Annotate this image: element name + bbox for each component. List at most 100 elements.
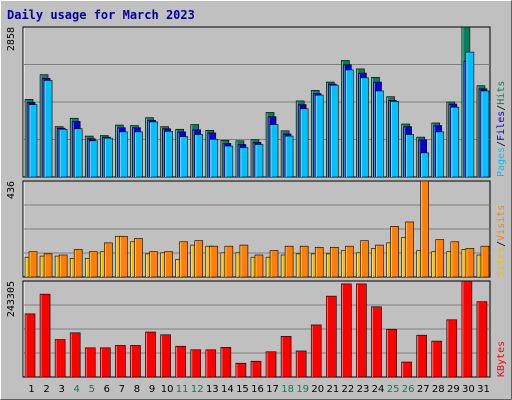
- bar-kbytes-day-20-fill: [310, 324, 322, 378]
- bar-kbytes-day-23: [356, 283, 367, 378]
- bar-kbytes-day-2-fill: [39, 293, 51, 378]
- x-tick-label: 29: [447, 384, 460, 395]
- bar-visits-day-20: [314, 246, 324, 278]
- bar-pages-day-27: [420, 152, 429, 178]
- bar-kbytes-day-17: [265, 351, 277, 378]
- bar-pages-day-30-fill: [465, 51, 475, 178]
- bar-pages-day-11: [179, 136, 188, 178]
- bar-visits-day-21: [329, 246, 339, 278]
- bar-kbytes-day-4-fill: [69, 332, 81, 378]
- bar-kbytes-day-7-fill: [115, 345, 126, 378]
- bar-pages-day-29: [450, 106, 460, 178]
- bar-kbytes-day-26-fill: [401, 361, 412, 378]
- x-tick-label: 31: [477, 384, 490, 395]
- bar-visits-day-18-fill: [284, 245, 294, 278]
- x-tick-label: 7: [119, 384, 125, 395]
- panel-kbytes: 243305 KBytes: [6, 280, 507, 378]
- bar-pages-day-4-fill: [73, 128, 83, 178]
- x-tick-label: 24: [372, 384, 385, 395]
- bar-pages-day-4: [73, 128, 83, 178]
- bar-visits-day-31: [480, 245, 490, 278]
- bar-visits-day-5: [88, 251, 98, 278]
- bar-pages-day-22: [345, 69, 354, 178]
- bar-visits-day-1-fill: [28, 251, 38, 278]
- x-tick-label: 23: [357, 384, 370, 395]
- bar-pages-day-31: [480, 90, 490, 178]
- bar-kbytes-day-16-fill: [250, 360, 262, 378]
- x-tick-label: 28: [432, 384, 445, 395]
- bar-visits-day-15-fill: [239, 244, 249, 278]
- bar-visits-day-16: [254, 254, 264, 278]
- x-tick-label: 9: [149, 384, 155, 395]
- bar-kbytes-day-2: [39, 293, 51, 378]
- legend-item: KBytes: [496, 341, 507, 377]
- bar-pages-day-15: [239, 147, 249, 178]
- x-tick-label: 17: [266, 384, 279, 395]
- bar-pages-day-6: [104, 137, 113, 178]
- bar-kbytes-day-12: [190, 349, 202, 378]
- bar-kbytes-day-5-fill: [84, 347, 96, 378]
- bar-pages-day-24: [375, 90, 384, 178]
- bar-visits-day-22: [345, 245, 354, 278]
- bar-pages-day-28: [435, 131, 445, 178]
- bar-pages-day-9: [149, 121, 158, 178]
- bar-kbytes-day-5: [84, 347, 96, 378]
- bar-kbytes-day-26: [401, 361, 412, 378]
- bar-visits-day-1: [28, 251, 38, 278]
- bar-pages-day-8: [134, 131, 143, 178]
- bar-visits-day-26-fill: [405, 221, 414, 278]
- bar-pages-day-23-fill: [360, 77, 369, 178]
- bar-kbytes-day-25: [386, 328, 397, 378]
- bar-visits-day-30-fill: [465, 248, 475, 278]
- bar-pages-day-29-fill: [450, 106, 460, 178]
- x-axis-day-labels: 1 2 3 4 5 6 7 8 9 10 11 12 13 14 15 16 17 18 19 20 21 22 23 24 2…: [28, 384, 489, 395]
- bar-visits-day-5-fill: [88, 251, 98, 278]
- bar-visits-day-14: [224, 245, 234, 278]
- bar-kbytes-day-24-fill: [371, 306, 382, 378]
- bar-kbytes-day-9: [145, 331, 156, 378]
- bar-pages-day-26: [405, 134, 414, 178]
- bar-pages-day-5-fill: [88, 140, 98, 178]
- bar-kbytes-day-19: [295, 350, 307, 378]
- bar-visits-day-12: [194, 240, 204, 278]
- bar-visits-day-4: [73, 249, 83, 278]
- bar-visits-day-27-fill: [420, 180, 429, 278]
- x-tick-label: 18: [281, 384, 294, 395]
- bar-visits-day-2: [43, 253, 53, 278]
- x-tick-label: 20: [311, 384, 324, 395]
- bar-pages-day-14-fill: [224, 145, 234, 178]
- bar-visits-day-24-fill: [375, 244, 384, 278]
- bar-pages-day-17: [269, 124, 279, 178]
- bar-kbytes-day-21: [325, 295, 337, 378]
- bar-kbytes-day-15: [235, 362, 247, 378]
- bar-pages-day-12-fill: [194, 134, 204, 178]
- bars: [24, 180, 490, 278]
- x-tick-label: 26: [402, 384, 415, 395]
- bar-visits-day-14-fill: [224, 245, 234, 278]
- bar-visits-day-17: [269, 250, 279, 278]
- chart-title: Daily usage for March 2023: [7, 8, 195, 22]
- x-tick-label: 15: [236, 384, 249, 395]
- bar-kbytes-day-4: [69, 332, 81, 378]
- legend-item: Files: [496, 111, 507, 141]
- bar-pages-day-20: [314, 94, 324, 178]
- bar-kbytes-day-11-fill: [175, 345, 186, 378]
- x-tick-label: 25: [387, 384, 400, 395]
- bar-pages-day-24-fill: [375, 90, 384, 178]
- bar-pages-day-2: [43, 80, 53, 178]
- bars: [24, 280, 488, 378]
- bar-kbytes-day-28-fill: [431, 340, 443, 378]
- bar-pages-day-25: [390, 101, 399, 178]
- legend-item: Pages: [496, 147, 507, 177]
- bar-visits-day-15: [239, 244, 249, 278]
- bar-kbytes-day-19-fill: [295, 350, 307, 378]
- bar-visits-day-3: [58, 254, 68, 278]
- bar-kbytes-day-9-fill: [145, 331, 156, 378]
- bar-kbytes-day-15-fill: [235, 362, 247, 378]
- bar-kbytes-day-20: [310, 324, 322, 378]
- bar-visits-day-20-fill: [314, 246, 324, 278]
- bar-visits-day-19: [299, 245, 309, 278]
- bar-visits-day-21-fill: [329, 246, 339, 278]
